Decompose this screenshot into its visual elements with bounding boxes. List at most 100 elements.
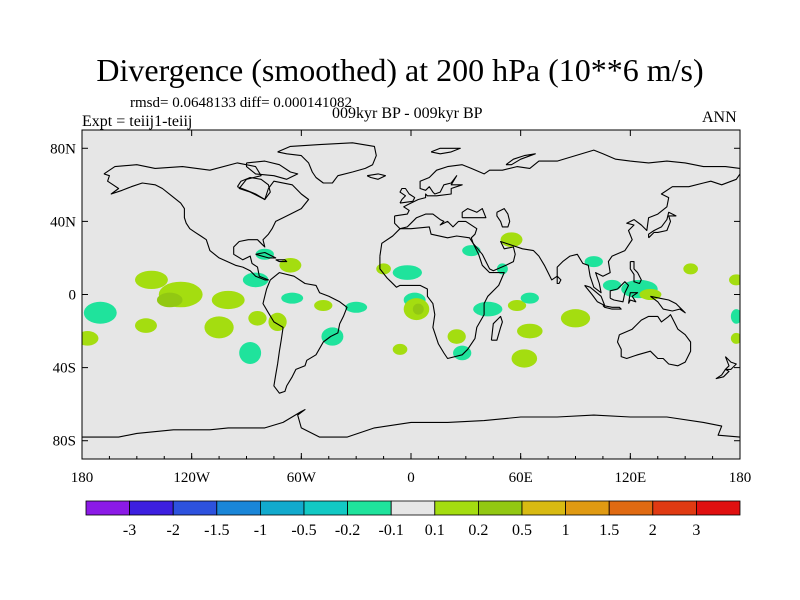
java-coast	[602, 304, 622, 310]
colorbar-swatch	[303, 500, 348, 516]
new-guinea-coast	[650, 295, 686, 314]
anomaly-region	[82, 331, 99, 346]
caspian-sea-coast	[496, 208, 511, 228]
anomaly-region	[453, 345, 472, 361]
anomaly-region	[239, 342, 262, 364]
colorbar-swatch	[259, 500, 305, 516]
anomaly-region	[412, 303, 424, 315]
colorbar-swatch	[608, 500, 654, 516]
anomaly-region	[560, 309, 591, 328]
stats-label: rmsd= 0.0648133 diff= 0.000141082	[130, 95, 353, 111]
borneo-coast	[609, 281, 630, 303]
x-axis-labels: 180 120W 60W 0 60E 120E 180	[71, 470, 752, 486]
y-tick-label: 40N	[50, 214, 76, 230]
x-tick-label: 180	[71, 470, 94, 486]
x-tick-label: 60W	[287, 470, 317, 486]
anomaly-region	[135, 270, 168, 290]
anomaly-region	[392, 265, 422, 280]
baffin-island-coast	[245, 160, 299, 180]
colorbar-label: 2	[649, 522, 657, 539]
anomaly-region	[730, 332, 740, 344]
y-tick-label: 0	[69, 288, 77, 304]
colorbar-label: -1	[254, 522, 267, 539]
anomaly-region	[507, 299, 527, 311]
novaya-zemlya-coast	[505, 153, 536, 166]
anomaly-region	[242, 272, 269, 288]
coastlines	[82, 142, 740, 438]
colorbar-swatch	[652, 500, 697, 516]
anomaly-region	[281, 292, 304, 304]
sri-lanka-coast	[556, 275, 562, 285]
colorbar-swatch	[477, 500, 523, 516]
anomaly-region	[204, 316, 234, 339]
season-label: ANN	[702, 109, 737, 126]
cuba-coast	[255, 251, 277, 259]
anomaly-region	[314, 299, 333, 311]
anomaly-region	[462, 245, 481, 257]
y-tick-label: 80N	[50, 141, 76, 157]
y-tick-label: 40S	[53, 361, 76, 377]
greenland-coast	[277, 142, 377, 184]
colorbar-swatch	[172, 500, 218, 516]
period-label: 009kyr BP - 009kyr BP	[332, 105, 483, 122]
colorbar-label: -0.5	[291, 522, 316, 539]
hudson-bay-coast	[236, 176, 271, 201]
colorbar-label: 1.5	[599, 522, 619, 539]
svalbard-coast	[430, 147, 461, 155]
colorbar-label: -2	[167, 522, 180, 539]
x-tick-label: 0	[407, 470, 415, 486]
experiment-label: Expt = teiij1-teiij	[82, 113, 193, 130]
hispaniola-coast	[275, 259, 288, 263]
anomaly-region	[83, 301, 117, 324]
map-title: Divergence (smoothed) at 200 hPa (10**6 …	[96, 52, 704, 88]
anomaly-region	[156, 292, 183, 308]
australia-coast	[616, 314, 692, 367]
japan-coast	[648, 211, 677, 239]
y-axis-labels: 80N 40N 0 40S 80S	[50, 141, 76, 449]
eurasia-coast	[394, 149, 740, 294]
x-tick-label: 180	[729, 470, 752, 486]
colorbar-swatch	[521, 500, 566, 516]
x-tick-label: 120E	[614, 470, 646, 486]
anomaly-region	[511, 349, 538, 368]
anomaly-region	[517, 323, 543, 339]
anomaly-region	[255, 248, 274, 260]
colorbar-label: -0.1	[379, 522, 404, 539]
anomaly-region	[473, 301, 503, 317]
colorbar-swatch	[85, 500, 130, 516]
great-britain-coast	[399, 187, 416, 204]
colorbar-swatch	[390, 500, 436, 516]
colorbar-label: -0.2	[335, 522, 360, 539]
new-zealand-coast	[724, 356, 737, 370]
sulawesi-coast	[627, 292, 639, 304]
madagascar-coast	[490, 315, 503, 341]
south-america-coast	[262, 272, 348, 394]
anomaly-region	[321, 327, 344, 346]
anomaly-region	[447, 329, 466, 344]
africa-coast	[379, 226, 505, 360]
antarctica-coast	[82, 409, 740, 438]
colorbar-swatch	[347, 500, 392, 516]
colorbar-swatch	[434, 500, 479, 516]
colorbar-swatch	[129, 500, 174, 516]
colorbar-label: 1	[562, 522, 570, 539]
colorbar-swatch	[216, 500, 261, 516]
anomaly-region	[683, 263, 698, 275]
anomaly-regions	[82, 232, 740, 368]
anomaly-region	[268, 312, 287, 332]
anomaly-region	[248, 310, 267, 326]
anomaly-region	[602, 279, 622, 291]
anomaly-region	[345, 301, 368, 313]
colorbar-label: -3	[123, 522, 136, 539]
colorbar-label: 0.2	[468, 522, 488, 539]
colorbar-label: 3	[692, 522, 700, 539]
colorbar-label: 0.1	[425, 522, 445, 539]
axis-ticks	[81, 130, 741, 459]
colorbar-swatch	[696, 500, 741, 516]
anomaly-region	[135, 318, 157, 333]
anomaly-region	[584, 256, 603, 268]
anomaly-region	[729, 274, 740, 286]
new-zealand-south-coast	[715, 368, 730, 380]
iceland-coast	[366, 173, 386, 180]
